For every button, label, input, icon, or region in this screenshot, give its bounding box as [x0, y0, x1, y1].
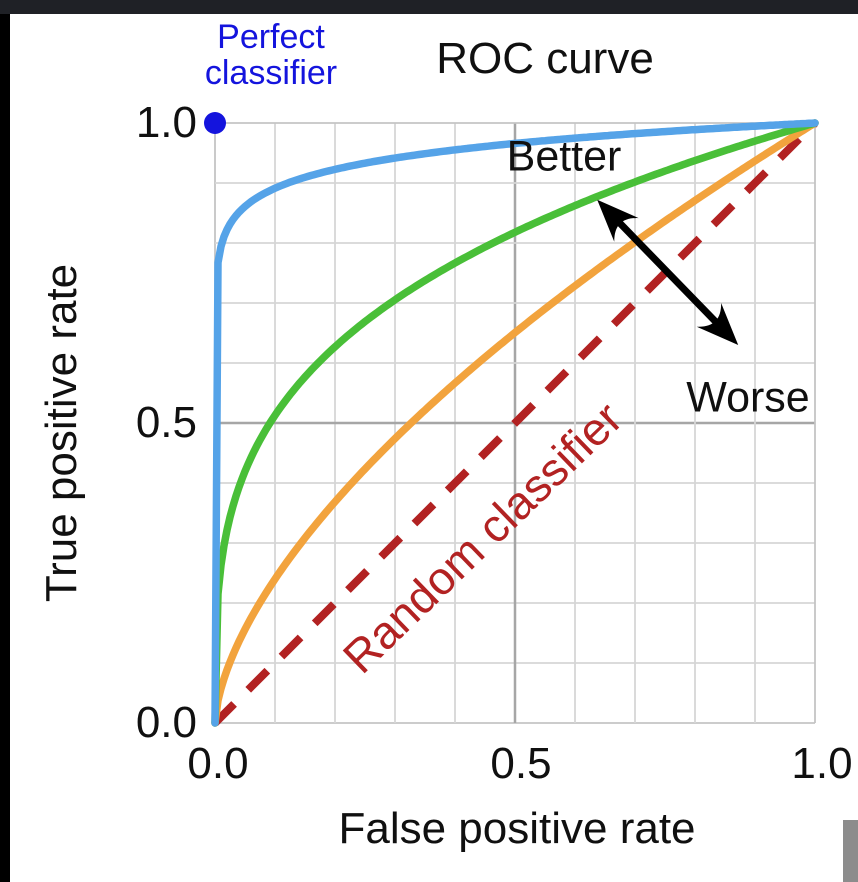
better-label: Better: [506, 132, 622, 181]
roc-curve-fair: [211, 119, 819, 727]
window-top-bar: [0, 0, 858, 14]
better-worse-arrow-shaft: [615, 218, 720, 326]
x-tick-middle: 0.5: [490, 739, 552, 788]
y-tick-middle: 0.5: [135, 398, 197, 448]
roc-curve-good: [211, 119, 819, 727]
perfect-classifier-label: Perfect classifier: [205, 19, 337, 91]
perfect-classifier-point: [204, 112, 226, 134]
left-edge-strip: [0, 14, 10, 882]
perfect-classifier-label-line2: classifier: [204, 54, 338, 92]
random-classifier-line: [212, 120, 818, 726]
perfect-classifier-label-line1: Perfect: [217, 18, 325, 56]
vertical-scrollbar-thumb[interactable]: [843, 820, 858, 882]
x-axis-label: False positive rate: [338, 804, 696, 853]
roc-curve-best: [211, 119, 819, 727]
chart-title: ROC curve: [436, 34, 654, 83]
arrowhead-worse: [696, 303, 739, 345]
y-tick-top: 1.0: [135, 98, 197, 148]
y-tick-bottom: 0.0: [135, 698, 197, 748]
worse-label: Worse: [686, 373, 810, 422]
y-axis-label: True positive rate: [37, 263, 87, 603]
x-tick-left: 0.0: [187, 739, 249, 788]
arrowhead-better: [597, 199, 639, 242]
x-tick-right: 1.0: [791, 739, 853, 788]
